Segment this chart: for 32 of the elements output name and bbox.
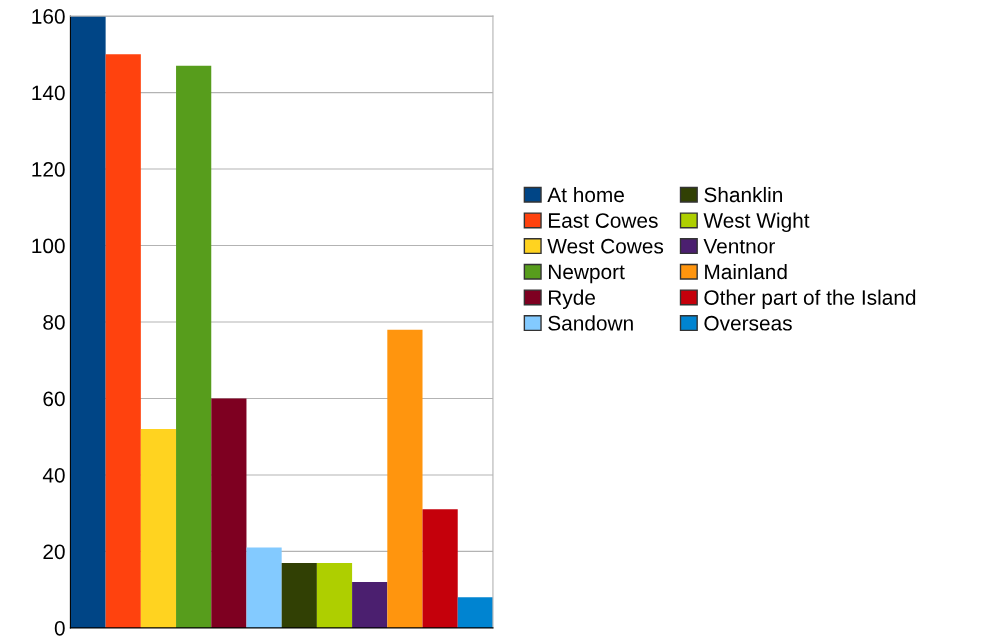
legend-label: East Cowes: [548, 213, 658, 228]
y-tick-label: 0: [54, 620, 65, 636]
bar: [105, 54, 141, 628]
bar: [281, 562, 317, 628]
y-tick-label: 20: [43, 544, 65, 560]
bar: [422, 509, 458, 628]
legend-label: Ryde: [548, 289, 595, 310]
legend-label: At home: [547, 186, 624, 203]
legend-label: West Cowes: [547, 238, 664, 254]
legend-label: Other part of the Island: [704, 289, 916, 310]
legend-label: Mainland: [705, 263, 787, 280]
bar: [176, 65, 212, 628]
y-tick-label: 120: [32, 162, 65, 177]
bar: [211, 398, 247, 628]
legend-label: Overseas: [704, 315, 792, 331]
y-tick-label: 160: [32, 9, 65, 24]
legend-label: Ventnor: [703, 239, 775, 254]
bar: [387, 329, 423, 628]
bar: [316, 562, 353, 628]
y-tick-label: 100: [32, 238, 65, 254]
legend-label: Shanklin: [704, 186, 782, 203]
legend-label: Newport: [548, 264, 625, 284]
y-tick-label: 140: [32, 85, 65, 101]
legend-label: Sandown: [548, 315, 633, 331]
bar: [352, 582, 388, 628]
legend-label: West Wight: [703, 212, 810, 233]
y-tick-label: 40: [42, 467, 65, 483]
y-tick-label: 80: [43, 315, 65, 330]
bar: [246, 547, 282, 628]
y-tick-label: 60: [43, 391, 65, 407]
bar: [140, 429, 177, 628]
bar: [457, 597, 493, 628]
